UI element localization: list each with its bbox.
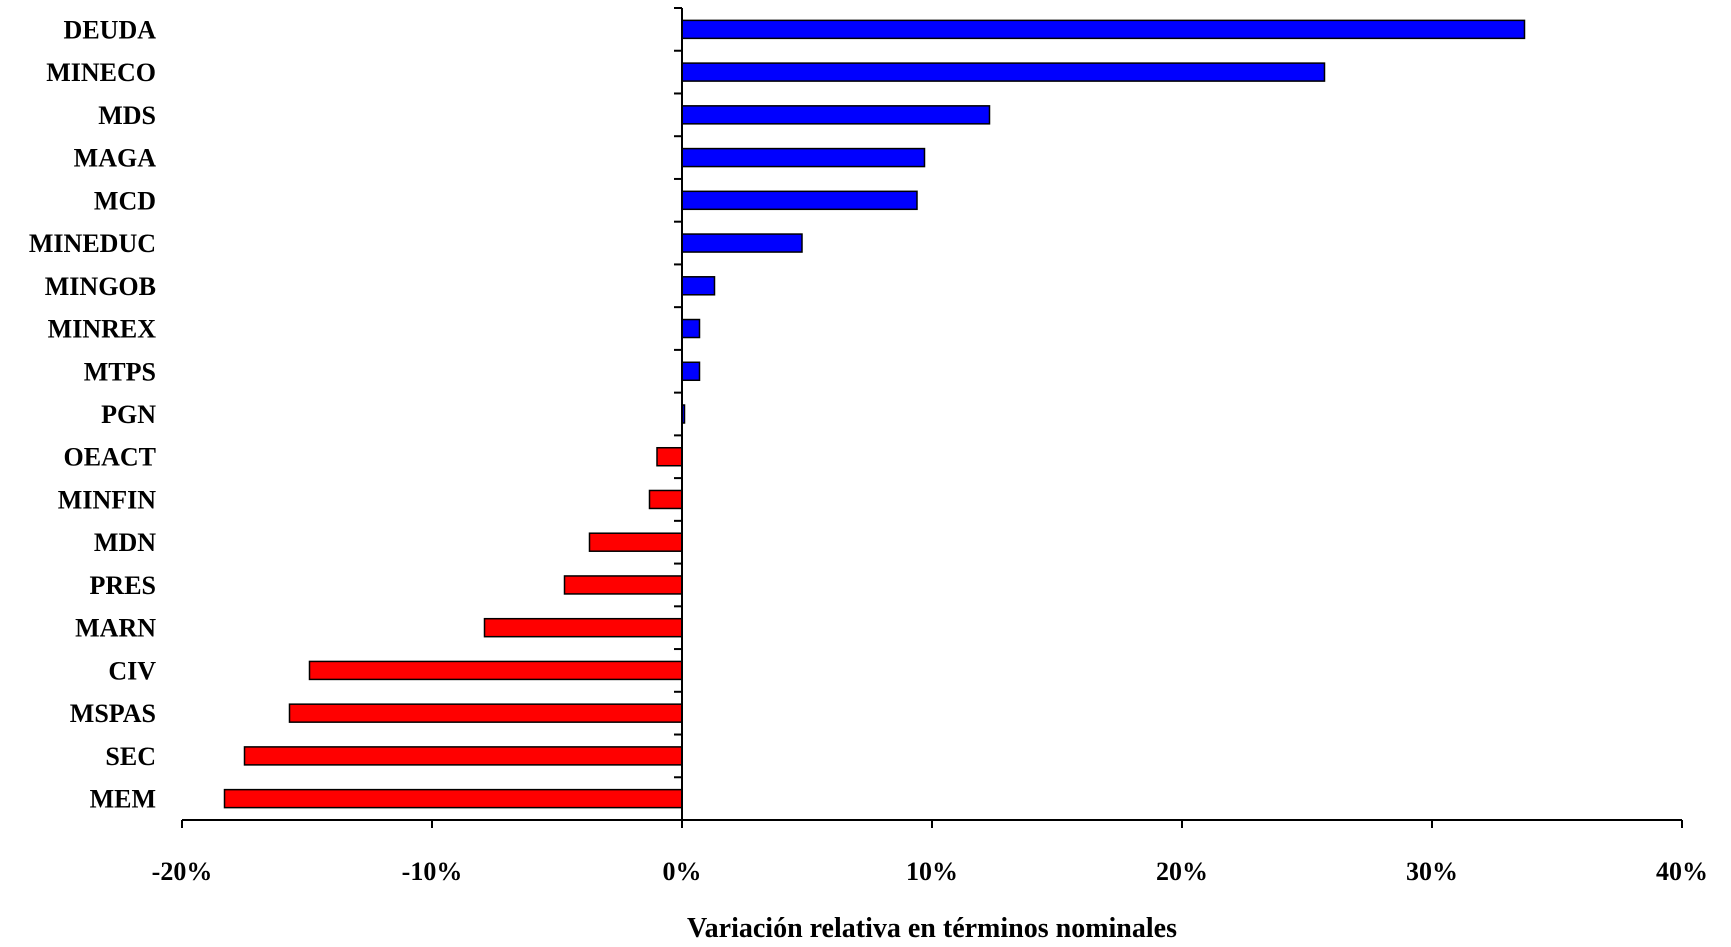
bar-minrex bbox=[681, 318, 701, 339]
x-axis-title: Variación relativa en términos nominales bbox=[687, 913, 1177, 944]
category-label: SEC bbox=[105, 742, 156, 771]
x-axis-ticks bbox=[181, 820, 1683, 828]
category-label: MINEDUC bbox=[29, 229, 156, 258]
bar-mineco bbox=[681, 62, 1326, 82]
x-tick-label: 40% bbox=[1656, 857, 1708, 886]
bar-sec bbox=[243, 746, 683, 766]
bar-civ bbox=[308, 660, 683, 681]
x-tick-label: 0% bbox=[663, 857, 702, 886]
category-label: MDN bbox=[94, 528, 156, 557]
bar-mtps bbox=[681, 361, 701, 382]
bar-maga bbox=[681, 147, 926, 168]
category-label: MEM bbox=[90, 785, 156, 814]
bar-mds bbox=[681, 105, 991, 125]
category-label: MINGOB bbox=[45, 272, 156, 301]
bar-deuda bbox=[681, 19, 1526, 40]
bar-mineduc bbox=[681, 233, 803, 253]
x-tick-label: 20% bbox=[1156, 857, 1208, 886]
y-axis-ticks bbox=[674, 7, 682, 821]
bar-mcd bbox=[681, 190, 918, 211]
category-label: PRES bbox=[90, 571, 156, 600]
bar-marn bbox=[483, 617, 683, 638]
category-label: MSPAS bbox=[70, 699, 156, 728]
category-labels: DEUDA MINECO MDS MAGA MCD MINEDUC MINGOB MINREX… bbox=[29, 15, 156, 813]
category-label: MAGA bbox=[74, 144, 157, 173]
bar-oeact bbox=[656, 446, 683, 467]
category-label: MINFIN bbox=[58, 485, 156, 514]
category-label: CIV bbox=[108, 656, 156, 685]
category-label: MARN bbox=[75, 614, 156, 643]
x-tick-label: -10% bbox=[402, 857, 463, 886]
category-label: PGN bbox=[101, 400, 156, 429]
category-label: MINECO bbox=[46, 58, 156, 87]
category-label: DEUDA bbox=[64, 15, 157, 44]
bar-pres bbox=[563, 575, 683, 595]
bar-mingob bbox=[681, 276, 716, 296]
category-label: OEACT bbox=[64, 443, 156, 472]
category-label: MTPS bbox=[84, 357, 156, 386]
bar-mem bbox=[223, 788, 683, 809]
x-tick-label: 30% bbox=[1406, 857, 1458, 886]
bar-mdn bbox=[588, 532, 683, 552]
bar-minfin bbox=[648, 489, 683, 510]
bars-group bbox=[223, 19, 1526, 809]
x-tick-labels: -20% -10% 0% 10% 20% 30% 40% bbox=[152, 857, 1708, 886]
category-label: MINREX bbox=[48, 315, 157, 344]
category-label: MDS bbox=[98, 101, 156, 130]
x-tick-label: 10% bbox=[906, 857, 958, 886]
category-label: MCD bbox=[94, 186, 156, 215]
x-tick-label: -20% bbox=[152, 857, 213, 886]
bar-mspas bbox=[288, 703, 683, 723]
